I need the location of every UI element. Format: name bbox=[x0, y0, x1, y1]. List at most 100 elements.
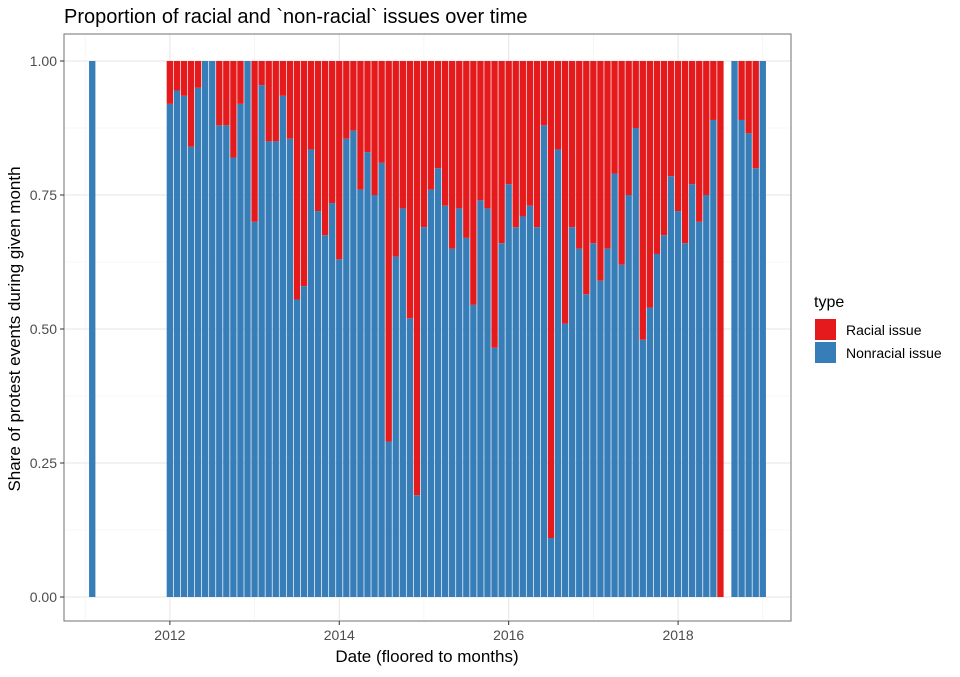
bar-racial bbox=[632, 61, 639, 128]
bar-racial bbox=[441, 61, 449, 206]
bar-nonracial bbox=[583, 294, 590, 597]
bar-nonracial bbox=[378, 162, 385, 597]
bar-nonracial bbox=[696, 221, 703, 598]
legend-swatch bbox=[815, 342, 836, 363]
bar-nonracial bbox=[470, 304, 477, 597]
bar-racial bbox=[745, 61, 752, 134]
bar-nonracial bbox=[561, 323, 569, 597]
bar-racial bbox=[420, 61, 428, 228]
bar-racial bbox=[406, 61, 414, 319]
bar-nonracial bbox=[449, 248, 456, 597]
bar-racial bbox=[392, 61, 399, 257]
bar-racial bbox=[653, 61, 661, 254]
bar-nonracial bbox=[265, 141, 272, 597]
bar-racial bbox=[512, 61, 519, 228]
bar-racial bbox=[187, 61, 195, 147]
bar-racial bbox=[689, 61, 696, 185]
bar-racial bbox=[625, 61, 632, 195]
bar-racial bbox=[547, 61, 555, 539]
bar-racial bbox=[463, 61, 470, 238]
bar-racial bbox=[237, 61, 244, 104]
bar-nonracial bbox=[569, 227, 576, 597]
bar-racial bbox=[166, 61, 174, 104]
bar-racial bbox=[173, 61, 181, 91]
y-axis-title: Share of protest events during given mon… bbox=[5, 166, 24, 491]
bar-racial bbox=[738, 61, 745, 120]
bar-racial bbox=[350, 61, 357, 131]
bar-racial bbox=[413, 61, 421, 496]
bar-nonracial bbox=[258, 85, 265, 598]
bar-racial bbox=[378, 61, 385, 163]
bar-nonracial bbox=[759, 61, 766, 597]
bar-racial bbox=[639, 61, 646, 340]
bar-nonracial bbox=[173, 90, 181, 597]
bar-nonracial bbox=[554, 149, 562, 597]
bar-nonracial bbox=[413, 495, 421, 597]
bar-racial bbox=[533, 61, 541, 228]
panel-border bbox=[63, 33, 792, 622]
bar-racial bbox=[427, 61, 435, 190]
bar-nonracial bbox=[597, 280, 604, 597]
bar-nonracial bbox=[533, 227, 541, 597]
bar-racial bbox=[505, 61, 512, 185]
bar-racial bbox=[590, 61, 597, 244]
bar-racial bbox=[696, 61, 703, 222]
bar-nonracial bbox=[477, 200, 484, 598]
bar-racial bbox=[449, 61, 456, 249]
bar-racial bbox=[569, 61, 576, 228]
bar-nonracial bbox=[216, 125, 223, 597]
bar-racial bbox=[293, 61, 301, 300]
bar-nonracial bbox=[385, 441, 392, 597]
bar-racial bbox=[300, 61, 308, 287]
bar-racial bbox=[477, 61, 484, 201]
bar-nonracial bbox=[745, 133, 752, 598]
y-tick-label: 0.75 bbox=[30, 187, 57, 203]
bar-racial bbox=[752, 61, 759, 169]
bar-nonracial bbox=[632, 128, 639, 597]
bar-nonracial bbox=[251, 221, 258, 598]
bar-racial bbox=[343, 61, 350, 139]
bar-nonracial bbox=[519, 216, 526, 597]
bar-racial bbox=[660, 61, 668, 236]
bar-racial bbox=[667, 61, 675, 177]
bar-nonracial bbox=[689, 184, 696, 597]
bar-nonracial bbox=[540, 125, 548, 597]
x-tick-label: 2012 bbox=[154, 627, 185, 643]
bar-nonracial bbox=[674, 211, 682, 597]
bar-nonracial bbox=[279, 95, 286, 597]
bar-nonracial bbox=[406, 318, 414, 597]
bar-nonracial bbox=[336, 259, 343, 597]
x-tick-label: 2016 bbox=[493, 627, 524, 643]
bars bbox=[89, 61, 766, 598]
bar-racial bbox=[272, 61, 279, 142]
bar-racial bbox=[230, 61, 237, 158]
bar-racial bbox=[216, 61, 223, 126]
bar-nonracial bbox=[710, 119, 717, 598]
bar-nonracial bbox=[484, 208, 491, 597]
bar-nonracial bbox=[752, 168, 759, 597]
bar-nonracial bbox=[505, 184, 512, 597]
bar-nonracial bbox=[667, 176, 675, 598]
bar-nonracial bbox=[526, 205, 534, 597]
bar-nonracial bbox=[223, 125, 230, 597]
legend-swatch bbox=[815, 319, 836, 340]
bar-nonracial bbox=[399, 208, 406, 597]
bar-nonracial bbox=[187, 146, 195, 597]
bar-nonracial bbox=[653, 253, 661, 597]
bar-racial bbox=[561, 61, 569, 324]
x-axis: 2012 2014 2016 2018 bbox=[154, 621, 694, 643]
bar-nonracial bbox=[357, 189, 364, 597]
legend-label: Nonracial issue bbox=[846, 345, 942, 361]
bar-nonracial bbox=[639, 339, 646, 597]
bar-racial bbox=[618, 61, 625, 265]
bar-nonracial bbox=[512, 227, 519, 597]
bar-nonracial bbox=[314, 211, 322, 597]
bar-racial bbox=[286, 61, 294, 139]
bar-racial bbox=[336, 61, 343, 260]
x-tick-label: 2018 bbox=[662, 627, 693, 643]
bar-racial bbox=[484, 61, 491, 209]
y-tick-label: 1.00 bbox=[30, 53, 57, 69]
bar-racial bbox=[385, 61, 392, 442]
